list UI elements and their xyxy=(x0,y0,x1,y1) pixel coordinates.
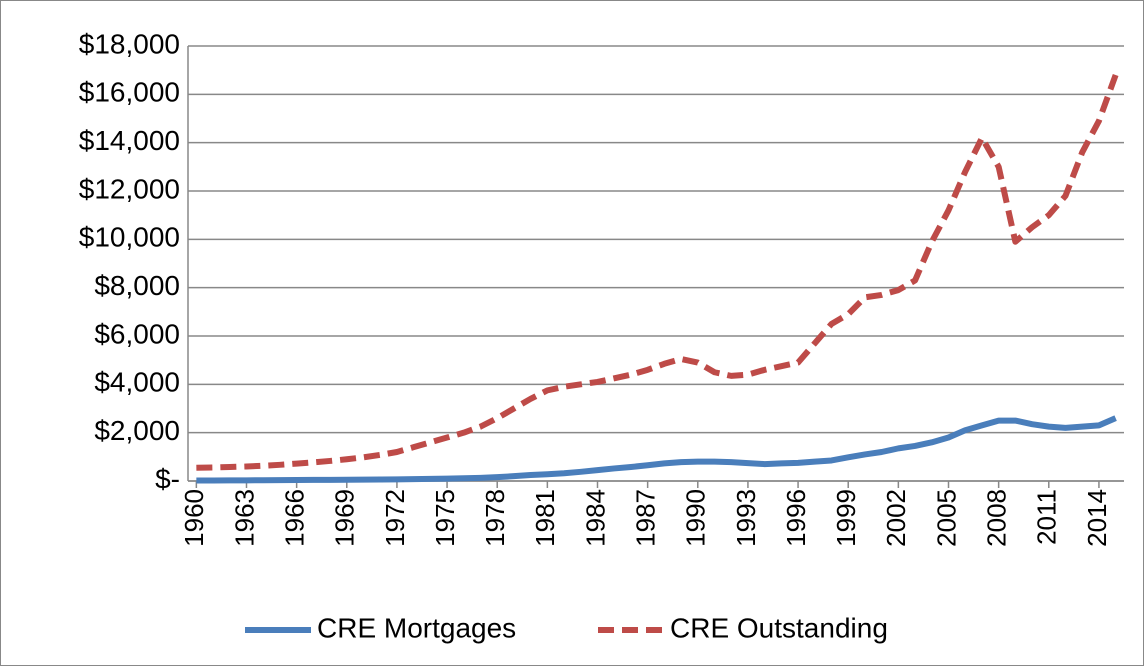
y-tick-label: $2,000 xyxy=(94,415,180,446)
y-tick-label: $16,000 xyxy=(79,77,180,108)
y-tick-label: $12,000 xyxy=(79,173,180,204)
x-tick-label: 1960 xyxy=(179,489,209,547)
legend-label: CRE Outstanding xyxy=(670,612,888,643)
x-tick-label: 1999 xyxy=(831,489,861,547)
series-line xyxy=(196,73,1119,471)
x-tick-label: 2005 xyxy=(931,489,961,547)
y-tick-label: $14,000 xyxy=(79,125,180,156)
y-tick-label: $4,000 xyxy=(94,367,180,398)
x-tick-label: 2014 xyxy=(1082,489,1112,547)
x-tick-label: 1972 xyxy=(380,489,410,547)
y-tick-label: $10,000 xyxy=(79,222,180,253)
x-tick-label: 1978 xyxy=(480,489,510,547)
x-tick-label: 1996 xyxy=(781,489,811,547)
y-tick-label: $- xyxy=(155,463,180,494)
y-tick-label: $8,000 xyxy=(94,270,180,301)
y-tick-label: $18,000 xyxy=(79,28,180,59)
x-tick-label: 1975 xyxy=(430,489,460,547)
x-tick-label: 1984 xyxy=(580,489,610,547)
x-tick-label: 2008 xyxy=(982,489,1012,547)
x-tick-label: 1987 xyxy=(631,489,661,547)
x-tick-label: 2002 xyxy=(881,489,911,547)
x-tick-label: 2011 xyxy=(1032,489,1062,545)
x-tick-label: 1993 xyxy=(731,489,761,547)
x-tick-label: 1963 xyxy=(229,489,259,547)
x-tick-label: 1990 xyxy=(681,489,711,547)
series-line xyxy=(196,415,1117,484)
legend-label: CRE Mortgages xyxy=(317,612,516,643)
x-tick-label: 1966 xyxy=(280,489,310,547)
y-tick-label: $6,000 xyxy=(94,318,180,349)
x-tick-label: 1969 xyxy=(330,489,360,547)
x-tick-label: 1981 xyxy=(530,489,560,547)
